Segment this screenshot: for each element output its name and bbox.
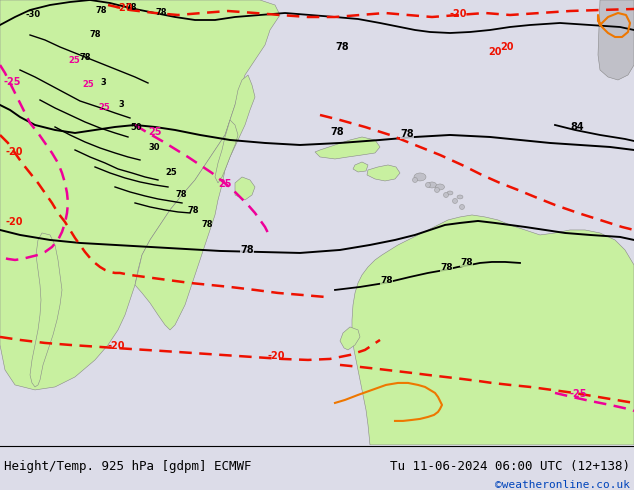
Text: ©weatheronline.co.uk: ©weatheronline.co.uk [495, 480, 630, 490]
Ellipse shape [457, 195, 463, 199]
Ellipse shape [436, 184, 444, 190]
Text: 78: 78 [460, 258, 472, 267]
Text: 78: 78 [202, 220, 214, 229]
Text: -25: -25 [3, 77, 20, 87]
Text: Tu 11-06-2024 06:00 UTC (12+138): Tu 11-06-2024 06:00 UTC (12+138) [390, 460, 630, 473]
Text: 25: 25 [218, 179, 231, 189]
Circle shape [425, 182, 430, 188]
Text: 50: 50 [130, 123, 141, 132]
Text: 78: 78 [400, 129, 413, 139]
Circle shape [434, 188, 439, 193]
Text: 78: 78 [380, 276, 392, 285]
Text: 25: 25 [98, 103, 110, 112]
Polygon shape [215, 120, 238, 183]
Text: 78: 78 [125, 3, 136, 12]
Text: -20: -20 [5, 217, 22, 227]
Text: 78: 78 [240, 245, 254, 255]
Text: 25: 25 [82, 80, 94, 89]
Text: 78: 78 [155, 8, 167, 17]
Text: -20: -20 [115, 3, 133, 13]
Circle shape [444, 193, 448, 197]
Text: 78: 78 [330, 127, 344, 137]
Text: 30: 30 [148, 143, 160, 152]
Text: 78: 78 [90, 30, 101, 39]
Text: 25: 25 [148, 127, 162, 137]
Text: 78: 78 [80, 53, 91, 62]
Circle shape [413, 177, 418, 182]
Text: 3: 3 [118, 100, 124, 109]
Text: -30: -30 [25, 10, 40, 19]
Polygon shape [340, 327, 360, 350]
Text: 25: 25 [68, 56, 80, 65]
Text: Height/Temp. 925 hPa [gdpm] ECMWF: Height/Temp. 925 hPa [gdpm] ECMWF [4, 460, 252, 473]
Polygon shape [315, 137, 380, 159]
Ellipse shape [447, 191, 453, 195]
Circle shape [460, 204, 465, 209]
Circle shape [453, 198, 458, 203]
Polygon shape [367, 165, 400, 181]
Polygon shape [30, 233, 62, 387]
Polygon shape [135, 75, 255, 330]
Text: -20: -20 [268, 351, 285, 361]
Polygon shape [352, 215, 634, 445]
Text: 78: 78 [95, 6, 107, 15]
Text: -20: -20 [108, 341, 126, 351]
Text: 78: 78 [175, 190, 186, 199]
Ellipse shape [427, 182, 436, 188]
Text: -20: -20 [5, 147, 22, 157]
Polygon shape [598, 0, 634, 80]
Polygon shape [0, 0, 280, 390]
Text: 78: 78 [335, 42, 349, 52]
Text: 3: 3 [100, 78, 106, 87]
Text: 25: 25 [165, 168, 177, 177]
Polygon shape [353, 162, 368, 172]
Ellipse shape [414, 173, 426, 181]
Polygon shape [235, 177, 255, 200]
Text: 78: 78 [188, 206, 200, 215]
Text: 78: 78 [440, 263, 453, 272]
Text: -20: -20 [450, 9, 467, 19]
Text: -25: -25 [570, 389, 588, 399]
Text: 84: 84 [570, 122, 584, 132]
Text: 20: 20 [500, 42, 514, 52]
Text: 20: 20 [488, 47, 501, 57]
